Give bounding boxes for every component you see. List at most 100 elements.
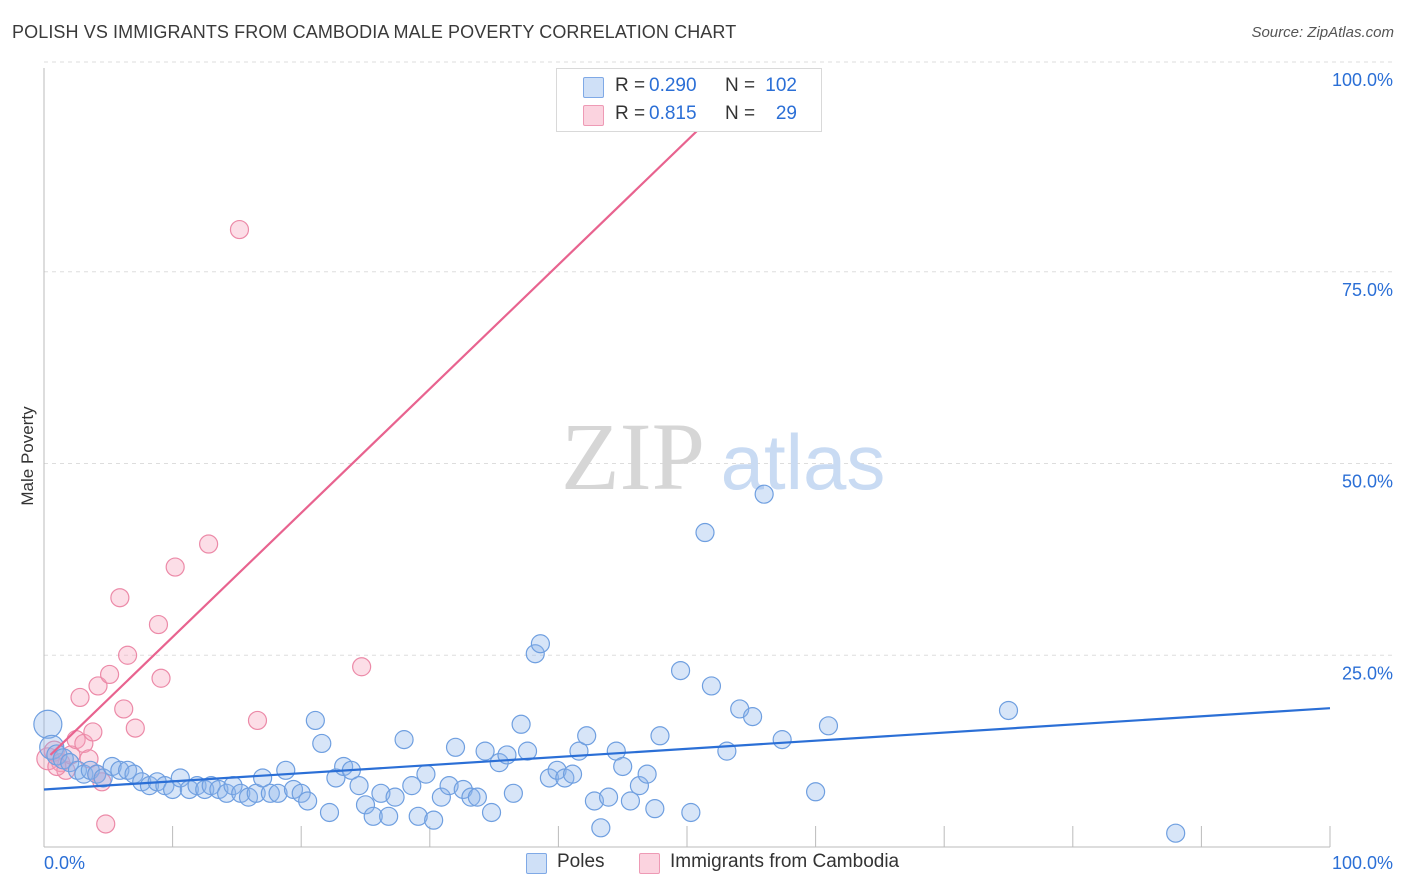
cambodia-trend-line xyxy=(49,71,759,756)
poles-point xyxy=(291,783,311,803)
poles-point xyxy=(461,787,481,807)
poles-point xyxy=(629,776,650,796)
poles-point xyxy=(754,484,774,504)
cambodia-point xyxy=(114,699,134,719)
y-tick-label: 100.0% xyxy=(1332,70,1393,90)
x-tick-label: 0.0% xyxy=(44,853,85,873)
poles-point xyxy=(416,764,436,784)
poles-point xyxy=(276,760,296,780)
cambodia-point xyxy=(125,718,145,738)
y-tick-label: 75.0% xyxy=(1342,280,1393,300)
poles-point xyxy=(33,709,63,739)
poles-point xyxy=(818,716,839,736)
bottom-legend-label-cambodia: Immigrants from Cambodia xyxy=(670,851,900,872)
poles-point xyxy=(670,660,691,681)
poles-point xyxy=(402,776,422,796)
poles-point xyxy=(562,764,583,784)
poles-point xyxy=(439,776,459,796)
poles-point xyxy=(445,737,466,757)
poles-point xyxy=(475,741,495,761)
poles-point xyxy=(385,787,405,807)
poles-point xyxy=(298,791,318,811)
gridlines xyxy=(44,61,1392,656)
poles-point xyxy=(349,776,369,796)
poles-point xyxy=(645,799,665,819)
poles-point xyxy=(525,644,545,664)
legend-n-label: N = xyxy=(725,75,756,96)
cambodia-point xyxy=(110,588,130,608)
poles-trend-line xyxy=(43,707,1331,791)
source-label: Source: ZipAtlas.com xyxy=(1251,24,1394,41)
poles-point xyxy=(517,741,538,761)
poles-point xyxy=(408,806,428,826)
poles-point xyxy=(637,764,657,784)
cambodia-point xyxy=(70,687,90,708)
poles-points xyxy=(33,484,1186,843)
legend-r-value: 0.290 xyxy=(649,75,697,96)
cambodia-point xyxy=(352,657,372,677)
axes xyxy=(43,68,1331,848)
poles-point xyxy=(681,802,701,823)
legend-r-label: R = xyxy=(615,75,646,96)
cambodia-point xyxy=(99,664,120,685)
legend-row-cambodia: R = 0.815 N = 29 xyxy=(557,101,821,129)
legend-r-label: R = xyxy=(615,103,646,124)
legend-n-value: 102 xyxy=(765,75,797,96)
poles-point xyxy=(260,783,280,803)
x-tick-label: 100.0% xyxy=(1332,853,1393,873)
poles-point xyxy=(326,768,346,788)
poles-point xyxy=(577,726,597,746)
legend-n-label: N = xyxy=(725,103,756,124)
poles-point xyxy=(394,730,414,750)
poles-point xyxy=(424,810,444,830)
poles-point xyxy=(511,714,531,734)
poles-point xyxy=(772,730,792,750)
chart-title: POLISH VS IMMIGRANTS FROM CAMBODIA MALE … xyxy=(12,22,737,42)
poles-point xyxy=(539,768,559,788)
legend-swatch-cambodia xyxy=(583,105,604,126)
legend-row-poles: R = 0.290 N = 102 xyxy=(557,73,821,101)
poles-point xyxy=(701,676,722,696)
watermark-atlas: atlas xyxy=(721,418,886,506)
poles-point xyxy=(489,753,509,773)
poles-point xyxy=(355,795,376,815)
poles-point xyxy=(319,802,340,823)
poles-point xyxy=(591,818,611,838)
poles-point xyxy=(650,726,670,746)
cambodia-point xyxy=(96,814,116,834)
poles-point xyxy=(620,791,641,811)
poles-point xyxy=(467,787,487,807)
y-tick-label: 25.0% xyxy=(1342,663,1393,683)
watermark-zip: ZIP xyxy=(561,403,705,510)
poles-point xyxy=(598,787,619,807)
poles-point xyxy=(547,760,567,780)
poles-point xyxy=(305,710,325,731)
poles-point xyxy=(431,787,451,807)
watermark: ZIP atlas xyxy=(561,403,885,510)
cambodia-point xyxy=(117,645,138,665)
cambodia-point xyxy=(151,668,171,688)
poles-point xyxy=(60,753,80,773)
y-axis-label: Male Poverty xyxy=(18,406,37,506)
y-tick-label: 50.0% xyxy=(1342,472,1393,492)
legend-swatch-poles xyxy=(583,77,604,98)
legend-r-value: 0.815 xyxy=(649,103,697,124)
poles-point xyxy=(503,783,523,803)
poles-point xyxy=(1166,823,1186,843)
trend-lines xyxy=(43,71,1331,791)
legend-n-value: 29 xyxy=(775,103,797,124)
stats-legend: R = 0.290 N = 102 R = 0.815 N = 29 xyxy=(556,68,822,132)
poles-point xyxy=(46,744,68,766)
poles-point xyxy=(481,802,502,823)
cambodia-point xyxy=(165,557,185,577)
poles-point xyxy=(371,783,391,803)
bottom-legend-swatch-cambodia xyxy=(639,853,660,874)
poles-point xyxy=(613,756,633,777)
poles-point xyxy=(268,783,288,803)
poles-point xyxy=(312,733,332,754)
poles-point xyxy=(363,806,383,826)
poles-point xyxy=(742,707,763,727)
poles-point xyxy=(379,806,399,826)
cambodia-point xyxy=(83,722,103,742)
